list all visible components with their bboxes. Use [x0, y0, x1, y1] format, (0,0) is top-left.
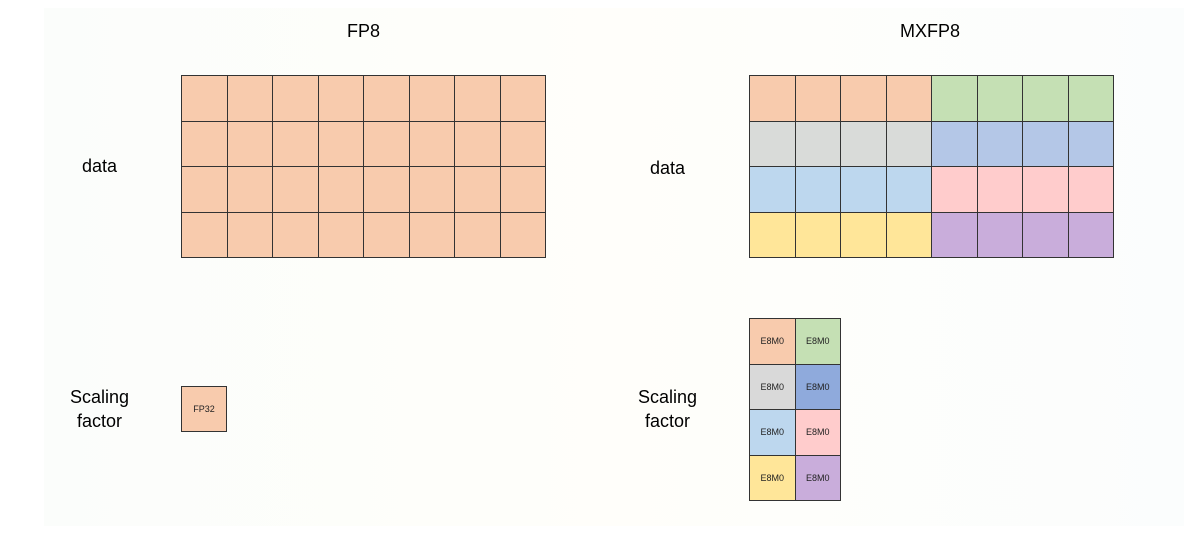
e8m0-scale-cell: E8M0 [750, 455, 796, 501]
fp8-data-cell [273, 121, 319, 167]
fp8-data-label: data [82, 156, 118, 176]
mxfp8-data-cell [886, 121, 932, 167]
fp8-scaling-label-line2: factor [77, 411, 123, 431]
fp8-data-cell [182, 212, 228, 258]
mxfp8-data-cell [1023, 76, 1069, 122]
fp8-data-cell [318, 212, 364, 258]
fp8-data-cell [500, 76, 546, 122]
mxfp8-data-cell [795, 121, 841, 167]
e8m0-scale-cell: E8M0 [750, 319, 796, 365]
mxfp8-data-cell [932, 212, 978, 258]
fp8-data-cell [227, 212, 273, 258]
fp8-data-cell [409, 212, 455, 258]
fp8-data-cell [409, 76, 455, 122]
mxfp8-data-cell [750, 167, 796, 213]
mxfp8-data-label: data [650, 158, 686, 178]
mxfp8-data-cell [932, 121, 978, 167]
fp8-data-cell [273, 76, 319, 122]
fp8-data-cell [182, 76, 228, 122]
e8m0-scale-cell: E8M0 [795, 319, 841, 365]
fp8-data-cell [182, 167, 228, 213]
mxfp8-data-cell [841, 167, 887, 213]
mxfp8-data-cell [841, 76, 887, 122]
fp8-data-cell [455, 121, 501, 167]
fp8-data-cell [364, 76, 410, 122]
mxfp8-data-cell [795, 76, 841, 122]
mxfp8-data-cell [795, 212, 841, 258]
fp8-data-cell [364, 121, 410, 167]
fp8-scaling-label-line1: Scaling [70, 387, 130, 407]
mxfp8-data-cell [841, 212, 887, 258]
e8m0-scale-cell: E8M0 [795, 410, 841, 456]
mxfp8-data-cell [750, 212, 796, 258]
fp8-data-cell [409, 167, 455, 213]
fp8-data-cell [500, 167, 546, 213]
fp8-data-cell [500, 121, 546, 167]
fp8-data-cell [455, 76, 501, 122]
e8m0-scale-cell: E8M0 [795, 455, 841, 501]
fp8-data-cell [409, 121, 455, 167]
mxfp8-scaling-label-line2: factor [645, 411, 691, 431]
mxfp8-data-cell [1068, 121, 1114, 167]
fp8-data-cell [318, 121, 364, 167]
fp8-data-cell [455, 212, 501, 258]
fp8-data-cell [500, 212, 546, 258]
mxfp8-data-cell [977, 121, 1023, 167]
mxfp8-data-cell [1068, 167, 1114, 213]
mxfp8-data-cell [977, 167, 1023, 213]
mxfp8-data-cell [1068, 212, 1114, 258]
mxfp8-data-cell [1023, 212, 1069, 258]
e8m0-scale-cell: E8M0 [750, 410, 796, 456]
mxfp8-data-cell [886, 76, 932, 122]
mxfp8-scaling-label: Scaling factor [638, 385, 697, 433]
e8m0-scale-cell: E8M0 [750, 364, 796, 410]
fp8-data-cell [273, 212, 319, 258]
mxfp8-data-cell [886, 167, 932, 213]
fp8-title: FP8 [347, 21, 381, 41]
fp8-data-cell [364, 167, 410, 213]
fp8-data-cell [318, 76, 364, 122]
fp8-data-cell [318, 167, 364, 213]
fp8-data-grid [181, 75, 546, 258]
fp8-data-cell [227, 76, 273, 122]
mxfp8-data-cell [932, 167, 978, 213]
fp8-data-cell [182, 121, 228, 167]
mxfp8-scaling-label-line1: Scaling [638, 387, 698, 407]
fp8-scaling-label: Scaling factor [70, 385, 129, 433]
mxfp8-data-cell [841, 121, 887, 167]
fp8-data-cell [273, 167, 319, 213]
mxfp8-data-cell [977, 76, 1023, 122]
fp8-data-cell [455, 167, 501, 213]
mxfp8-title: MXFP8 [900, 21, 961, 41]
mxfp8-data-cell [977, 212, 1023, 258]
mxfp8-data-cell [1023, 121, 1069, 167]
mxfp8-data-cell [932, 76, 978, 122]
mxfp8-scale-grid: E8M0 E8M0 E8M0 E8M0 E8M0 E8M0 E8M0 E8M0 [749, 318, 841, 501]
mxfp8-data-grid [749, 75, 1114, 258]
mxfp8-data-cell [750, 76, 796, 122]
fp8-data-cell [227, 121, 273, 167]
mxfp8-data-cell [795, 167, 841, 213]
mxfp8-data-cell [750, 121, 796, 167]
mxfp8-data-cell [1023, 167, 1069, 213]
mxfp8-data-cell [1068, 76, 1114, 122]
mxfp8-data-cell [886, 212, 932, 258]
fp32-scale-cell: FP32 [181, 386, 227, 432]
fp8-data-cell [227, 167, 273, 213]
e8m0-scale-cell: E8M0 [795, 364, 841, 410]
fp8-data-cell [364, 212, 410, 258]
